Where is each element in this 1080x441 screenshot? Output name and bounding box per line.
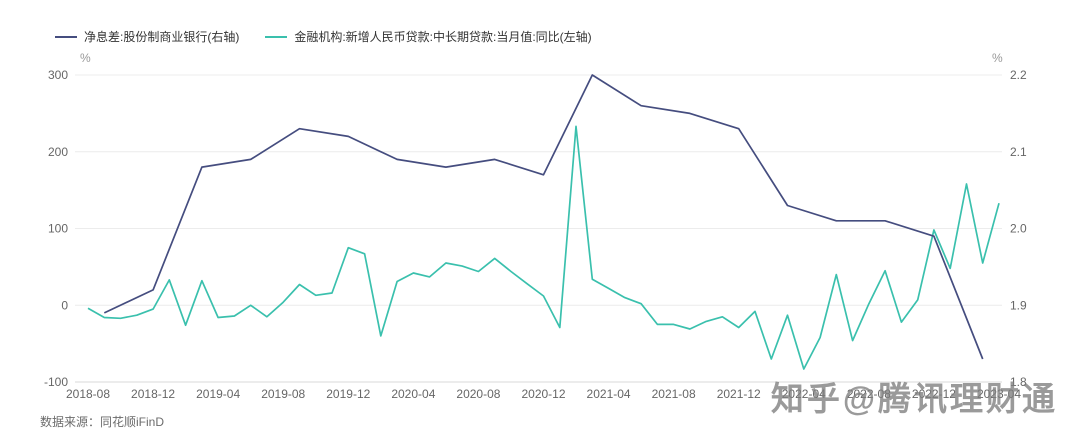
legend-label-loans: 金融机构:新增人民币贷款:中长期贷款:当月值:同比(左轴) (294, 30, 592, 44)
x-axis-tick-label: 2019-04 (196, 387, 240, 401)
x-axis-tick-label: 2022-04 (782, 387, 826, 401)
right-axis-tick-label: 2.0 (1010, 222, 1027, 236)
x-axis-tick-label: 2018-12 (131, 387, 175, 401)
legend-line-swatch-teal (265, 35, 288, 38)
right-axis-tick-label: 1.8 (1010, 375, 1027, 389)
x-axis-tick-label: 2019-08 (261, 387, 305, 401)
x-axis-tick-label: 2019-12 (326, 387, 370, 401)
left-axis-tick-label: 300 (48, 68, 68, 82)
series-line-nim (103, 74, 984, 360)
right-axis-tick-label: 1.9 (1010, 298, 1027, 312)
x-axis-tick-label: 2022-12 (912, 387, 956, 401)
left-axis-tick-label: 100 (48, 222, 68, 236)
x-axis-tick-label: 2020-12 (521, 387, 565, 401)
series-line-loans (87, 125, 1000, 370)
left-axis-tick-label: 0 (61, 298, 68, 312)
x-axis-tick-label: 2021-04 (587, 387, 631, 401)
right-axis-tick-label: 2.1 (1010, 145, 1027, 159)
x-axis-tick-label: 2022-08 (847, 387, 891, 401)
x-axis-tick-label: 2020-08 (456, 387, 500, 401)
right-axis-tick-label: 2.2 (1010, 68, 1027, 82)
left-axis-tick-label: 200 (48, 145, 68, 159)
x-axis-tick-label: 2018-08 (66, 387, 110, 401)
right-axis-unit: % (992, 51, 1003, 65)
legend-line-swatch-navy (55, 35, 77, 38)
chart-legend: 净息差:股份制商业银行(右轴) 金融机构:新增人民币贷款:中长期贷款:当月值:同… (55, 28, 592, 45)
legend-item-nim[interactable]: 净息差:股份制商业银行(右轴) (55, 28, 239, 45)
x-axis-tick-label: 2021-08 (652, 387, 696, 401)
x-axis-tick-label: 2021-12 (717, 387, 761, 401)
data-source-note: 数据来源：同花顺iFinD (40, 415, 165, 429)
x-axis-tick-label: 2020-04 (391, 387, 435, 401)
legend-label-nim: 净息差:股份制商业银行(右轴) (84, 30, 240, 44)
left-axis-tick-label: -100 (44, 375, 68, 389)
left-axis-unit: % (80, 51, 91, 65)
x-axis-tick-label: 2023-04 (977, 387, 1021, 401)
legend-item-loans[interactable]: 金融机构:新增人民币贷款:中长期贷款:当月值:同比(左轴) (265, 28, 592, 45)
